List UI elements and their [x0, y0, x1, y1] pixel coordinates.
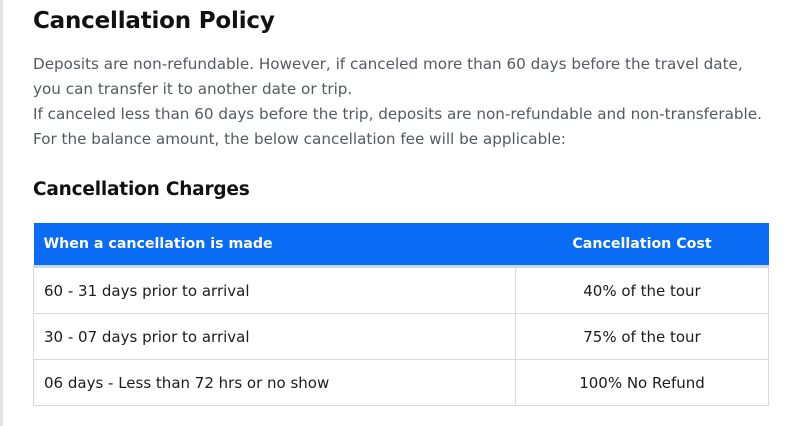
policy-paragraph: Deposits are non-refundable. However, if… [33, 55, 743, 98]
row-cost-cell: 75% of the tour [515, 313, 769, 360]
table-row: 30 - 07 days prior to arrival 75% of the… [33, 313, 769, 360]
policy-paragraph: If canceled less than 60 days before the… [33, 105, 762, 148]
row-when-cell: 06 days - Less than 72 hrs or no show [33, 359, 516, 406]
row-cost-cell: 100% No Refund [515, 359, 769, 406]
table-header-row: When a cancellation is made Cancellation… [33, 223, 769, 268]
table-row: 06 days - Less than 72 hrs or no show 10… [33, 359, 769, 406]
policy-title: Cancellation Policy [33, 8, 275, 34]
column-header-when: When a cancellation is made [33, 223, 516, 268]
row-when-cell: 60 - 31 days prior to arrival [33, 266, 516, 314]
table-row: 60 - 31 days prior to arrival 40% of the… [33, 266, 769, 314]
column-header-cost: Cancellation Cost [515, 223, 769, 268]
cancellation-section: Cancellation Policy Deposits are non-ref… [33, 0, 769, 406]
row-cost-cell: 40% of the tour [515, 266, 769, 314]
charges-title: Cancellation Charges [33, 179, 250, 200]
cancellation-charges-table: When a cancellation is made Cancellation… [33, 223, 769, 406]
policy-description: Deposits are non-refundable. However, if… [33, 52, 768, 152]
row-when-cell: 30 - 07 days prior to arrival [33, 313, 516, 360]
left-divider [0, 0, 3, 426]
